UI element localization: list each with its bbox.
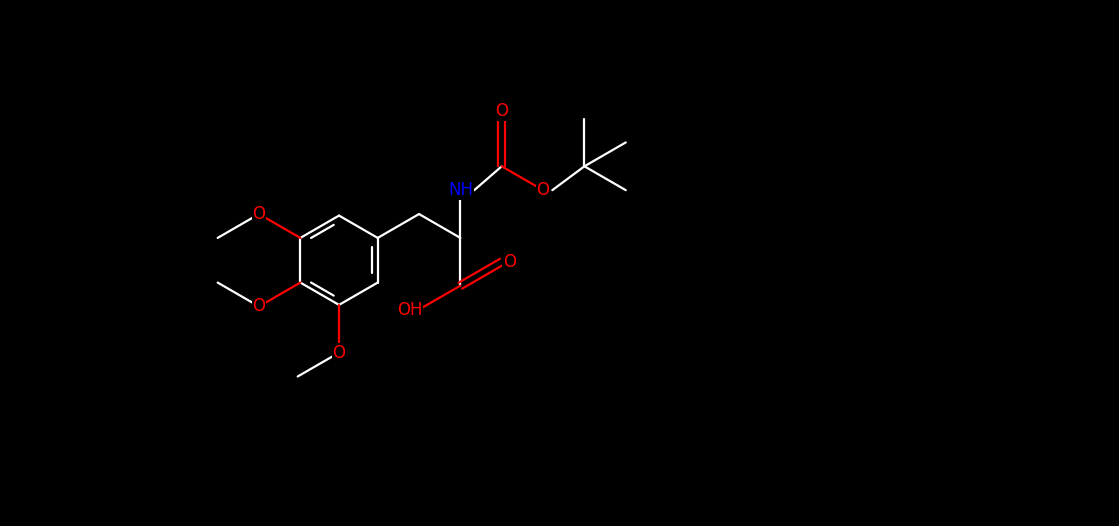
Text: OH: OH	[397, 300, 423, 319]
Text: O: O	[253, 205, 265, 223]
Text: O: O	[253, 297, 265, 316]
Text: O: O	[496, 102, 508, 120]
Text: O: O	[502, 253, 516, 271]
Text: O: O	[537, 181, 549, 199]
Text: O: O	[332, 343, 346, 362]
Text: NH: NH	[448, 181, 473, 199]
